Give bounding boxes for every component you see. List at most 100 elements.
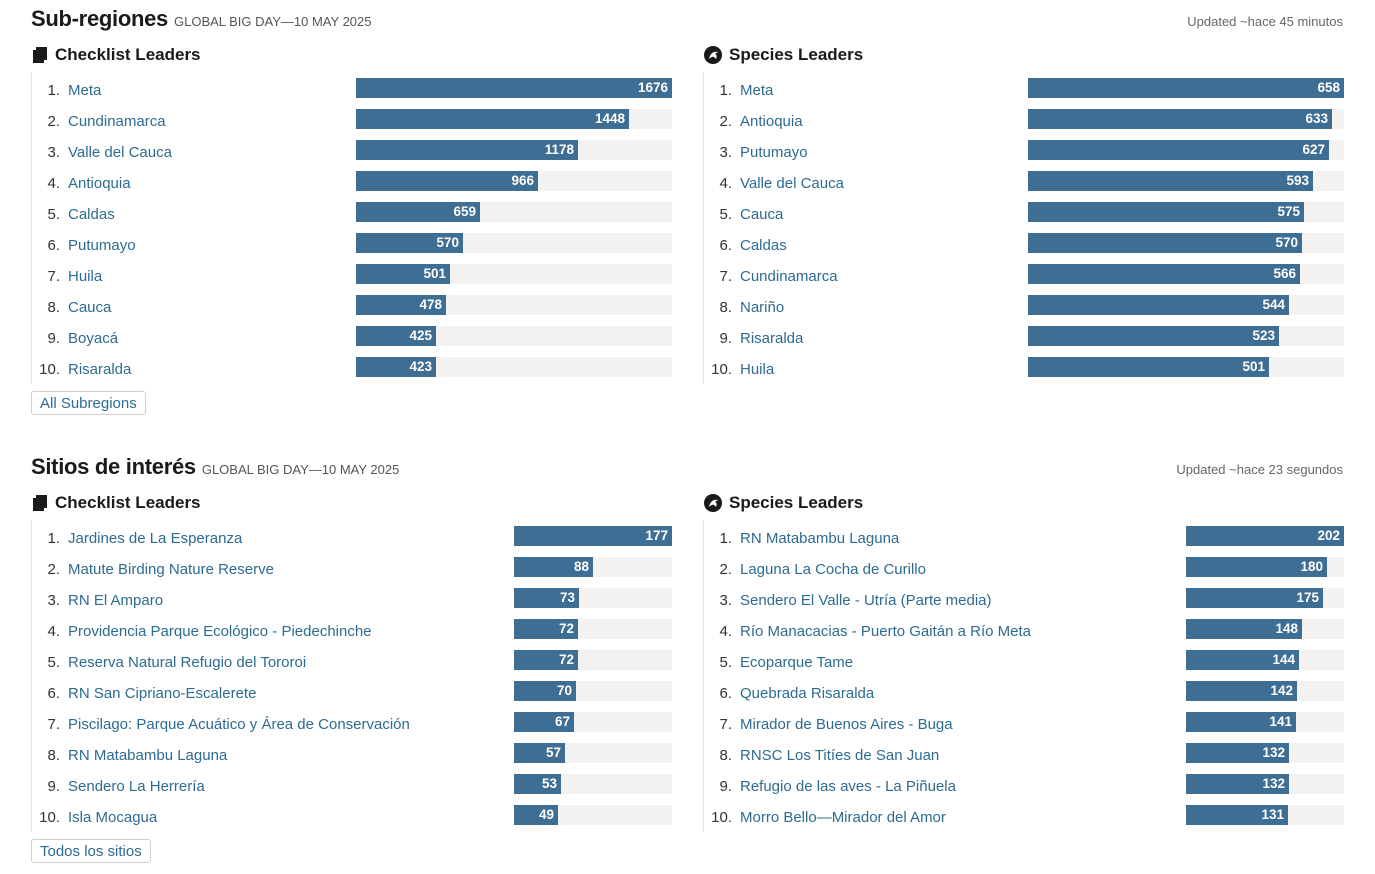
- leader-name-link[interactable]: Laguna La Cocha de Curillo: [740, 561, 926, 578]
- leader-row: 6. Caldas 570: [704, 229, 1344, 260]
- leader-name-link[interactable]: Cundinamarca: [740, 268, 838, 285]
- bar-value-label: 478: [419, 297, 442, 312]
- value-bar: [514, 619, 578, 639]
- bar-value-label: 67: [554, 714, 570, 729]
- leader-row: 1. RN Matabambu Laguna 202: [704, 522, 1344, 553]
- rank-number: 1.: [719, 82, 732, 99]
- leader-name-link[interactable]: Putumayo: [740, 144, 808, 161]
- bar-track: 1178: [356, 140, 672, 160]
- leader-name-link[interactable]: Jardines de La Esperanza: [68, 530, 243, 547]
- leader-name-link[interactable]: Boyacá: [68, 330, 119, 347]
- section-title: Sitios de interés GLOBAL BIG DAY—10 MAY 2…: [31, 454, 399, 480]
- rank-number: 4.: [719, 623, 732, 640]
- leader-name-link[interactable]: RNSC Los Titíes de San Juan: [740, 747, 940, 764]
- leader-name-link[interactable]: Antioquia: [740, 113, 803, 130]
- leader-name-link[interactable]: Cauca: [68, 299, 112, 316]
- bar-track: 501: [356, 264, 672, 284]
- bar-value-label: 501: [1242, 359, 1265, 374]
- updated-timestamp: Updated ~hace 23 segundos: [1176, 462, 1343, 477]
- rank-number: 7.: [47, 716, 60, 733]
- value-bar: [356, 326, 436, 346]
- leader-name-link[interactable]: Morro Bello—Mirador del Amor: [740, 809, 946, 826]
- rank-number: 3.: [47, 592, 60, 609]
- leader-name-link[interactable]: Providencia Parque Ecológico - Piedechin…: [68, 623, 372, 640]
- leader-name-link[interactable]: Meta: [740, 82, 774, 99]
- rank-number: 9.: [47, 330, 60, 347]
- leader-row: 3. Sendero El Valle - Utría (Parte media)…: [704, 584, 1344, 615]
- bird-icon: [704, 46, 722, 64]
- bar-track: 575: [1028, 202, 1344, 222]
- value-bar: [1186, 805, 1288, 825]
- leader-name-link[interactable]: Meta: [68, 82, 102, 99]
- leader-name-link[interactable]: RN Matabambu Laguna: [740, 530, 900, 547]
- leader-row: 8. Nariño 544: [704, 291, 1344, 322]
- rank-number: 3.: [719, 592, 732, 609]
- all-hotspots-button[interactable]: Todos los sitios: [31, 839, 151, 863]
- rank-number: 5.: [47, 654, 60, 671]
- leader-name-link[interactable]: Sendero La Herrería: [68, 778, 205, 795]
- leader-row: 1. Jardines de La Esperanza 177: [32, 522, 672, 553]
- value-bar: [1028, 326, 1279, 346]
- bar-value-label: 70: [556, 683, 572, 698]
- value-bar: [1186, 712, 1296, 732]
- leader-name-link[interactable]: Piscilago: Parque Acuático y Área de Con…: [68, 716, 410, 733]
- bar-track: 57: [514, 743, 672, 763]
- rank-number: 1.: [719, 530, 732, 547]
- leader-name-link[interactable]: Huila: [68, 268, 103, 285]
- leader-name-link[interactable]: Reserva Natural Refugio del Tororoi: [68, 654, 307, 671]
- leader-name-link[interactable]: Cauca: [740, 206, 784, 223]
- leader-row: 9. Refugio de las aves - La Piñuela 132: [704, 770, 1344, 801]
- leader-row: 9. Sendero La Herrería 53: [32, 770, 672, 801]
- value-bar: [1028, 78, 1344, 98]
- section-subtitle: GLOBAL BIG DAY—10 MAY 2025: [201, 462, 400, 477]
- leader-name-link[interactable]: Sendero El Valle - Utría (Parte media): [740, 592, 992, 609]
- leader-name-link[interactable]: Valle del Cauca: [68, 144, 172, 161]
- leader-name-link[interactable]: RN El Amparo: [68, 592, 164, 609]
- rank-number: 2.: [47, 113, 60, 130]
- rank-number: 9.: [47, 778, 60, 795]
- rank-number: 6.: [719, 237, 732, 254]
- panel-header: Checklist Leaders: [31, 490, 671, 516]
- leader-name-link[interactable]: Nariño: [740, 299, 785, 316]
- leader-name-link[interactable]: RN Matabambu Laguna: [68, 747, 228, 764]
- leader-row: 5. Cauca 575: [704, 198, 1344, 229]
- leader-name-link[interactable]: Valle del Cauca: [740, 175, 844, 192]
- leader-name-link[interactable]: Putumayo: [68, 237, 136, 254]
- bar-track: 658: [1028, 78, 1344, 98]
- leader-name-link[interactable]: Matute Birding Nature Reserve: [68, 561, 274, 578]
- leader-name-link[interactable]: Refugio de las aves - La Piñuela: [740, 778, 956, 795]
- section-subtitle: GLOBAL BIG DAY—10 MAY 2025: [173, 14, 372, 29]
- rank-number: 4.: [719, 175, 732, 192]
- leader-name-link[interactable]: Mirador de Buenos Aires - Buga: [740, 716, 953, 733]
- leader-name-link[interactable]: Risaralda: [68, 361, 132, 378]
- bar-value-label: 658: [1317, 80, 1340, 95]
- bar-value-label: 132: [1262, 745, 1285, 760]
- leader-name-link[interactable]: Caldas: [68, 206, 115, 223]
- leader-name-link[interactable]: RN San Cipriano-Escalerete: [68, 685, 257, 702]
- bar-track: 570: [1028, 233, 1344, 253]
- value-bar: [356, 78, 672, 98]
- leader-name-link[interactable]: Isla Mocagua: [68, 809, 158, 826]
- leader-name-link[interactable]: Río Manacacias - Puerto Gaitán a Río Met…: [740, 623, 1031, 640]
- checklist-leaders-panel: Checklist Leaders 1. Jardines de La Esper…: [31, 490, 672, 832]
- leader-row: 7. Piscilago: Parque Acuático y Área de C…: [32, 708, 672, 739]
- checklist-icon: [33, 495, 47, 511]
- leader-name-link[interactable]: Quebrada Risaralda: [740, 685, 875, 702]
- leader-row: 6. Putumayo 570: [32, 229, 672, 260]
- leader-name-link[interactable]: Caldas: [740, 237, 787, 254]
- all-subregions-button[interactable]: All Subregions: [31, 391, 146, 415]
- value-bar: [514, 743, 565, 763]
- value-bar: [356, 264, 450, 284]
- value-bar: [1028, 109, 1332, 129]
- leader-name-link[interactable]: Risaralda: [740, 330, 804, 347]
- leader-name-link[interactable]: Cundinamarca: [68, 113, 166, 130]
- leader-name-link[interactable]: Huila: [740, 361, 775, 378]
- leader-name-link[interactable]: Antioquia: [68, 175, 131, 192]
- leader-name-link[interactable]: Ecoparque Tame: [740, 654, 854, 671]
- panel-header: Species Leaders: [703, 42, 1343, 68]
- leader-row: 1. Meta 1676: [32, 74, 672, 105]
- rank-number: 4.: [47, 623, 60, 640]
- leader-row: 4. Río Manacacias - Puerto Gaitán a Río M…: [704, 615, 1344, 646]
- leader-row: 8. RN Matabambu Laguna 57: [32, 739, 672, 770]
- leader-row: 3. RN El Amparo 73: [32, 584, 672, 615]
